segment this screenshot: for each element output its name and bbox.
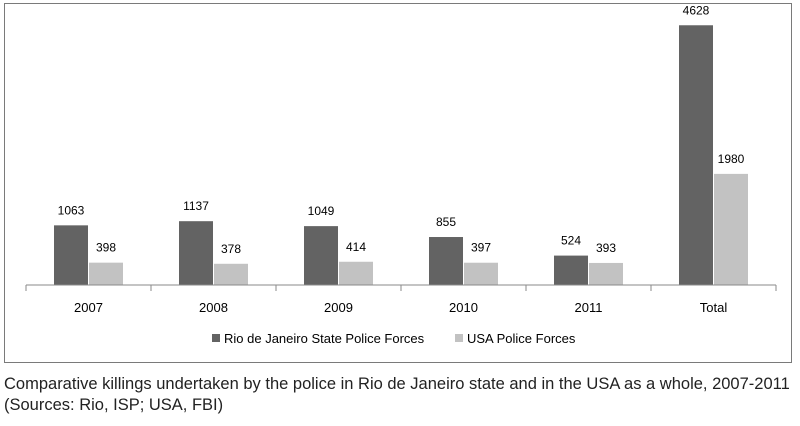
bar-rio-2009 <box>304 226 338 285</box>
data-label-usa-2008: 378 <box>221 242 241 256</box>
x-tick-label-2010: 2010 <box>449 300 478 315</box>
bars-layer: 1063 398 1137 378 1049 414 855 397 524 393 4628 198… <box>54 4 748 285</box>
data-label-rio-2011: 524 <box>561 234 581 248</box>
data-label-usa-2010: 397 <box>471 241 491 255</box>
x-tick-label-total: Total <box>700 300 728 315</box>
x-axis: 2007 2008 2009 2010 2011 Total <box>25 284 777 315</box>
x-tick-label-2007: 2007 <box>74 300 103 315</box>
bar-rio-2007 <box>54 225 88 285</box>
data-label-rio-2009: 1049 <box>308 204 335 218</box>
bar-usa-2011 <box>589 262 623 285</box>
data-label-rio-total: 4628 <box>683 4 710 17</box>
data-label-usa-2007: 398 <box>96 241 116 255</box>
bar-usa-total <box>714 173 748 285</box>
legend-swatch-rio <box>212 334 220 342</box>
bar-rio-2011 <box>554 255 588 285</box>
legend: Rio de Janeiro State Police Forces USA Po… <box>212 331 576 346</box>
x-tick-label-2009: 2009 <box>324 300 353 315</box>
bar-usa-2009 <box>339 261 373 285</box>
data-label-usa-2011: 393 <box>596 241 616 255</box>
bar-usa-2010 <box>464 262 498 285</box>
data-label-usa-total: 1980 <box>718 152 745 166</box>
data-label-rio-2010: 855 <box>436 215 456 229</box>
legend-label-usa: USA Police Forces <box>467 331 576 346</box>
bar-usa-2008 <box>214 263 248 285</box>
figure-caption: Comparative killings undertaken by the p… <box>4 375 790 414</box>
legend-label-rio: Rio de Janeiro State Police Forces <box>224 331 425 346</box>
data-label-rio-2008: 1137 <box>183 199 209 213</box>
bar-rio-2008 <box>179 221 213 285</box>
bar-chart: 1063 398 1137 378 1049 414 855 397 524 393 4628 198… <box>25 4 777 346</box>
x-tick-label-2011: 2011 <box>575 300 603 315</box>
x-tick-label-2008: 2008 <box>199 300 228 315</box>
bar-usa-2007 <box>89 262 123 285</box>
data-label-usa-2009: 414 <box>346 240 366 254</box>
bar-rio-2010 <box>429 237 463 285</box>
chart-frame: 1063 398 1137 378 1049 414 855 397 524 393 4628 198… <box>4 3 792 363</box>
bar-rio-total <box>679 25 713 285</box>
legend-swatch-usa <box>455 334 463 342</box>
data-label-rio-2007: 1063 <box>58 203 85 217</box>
